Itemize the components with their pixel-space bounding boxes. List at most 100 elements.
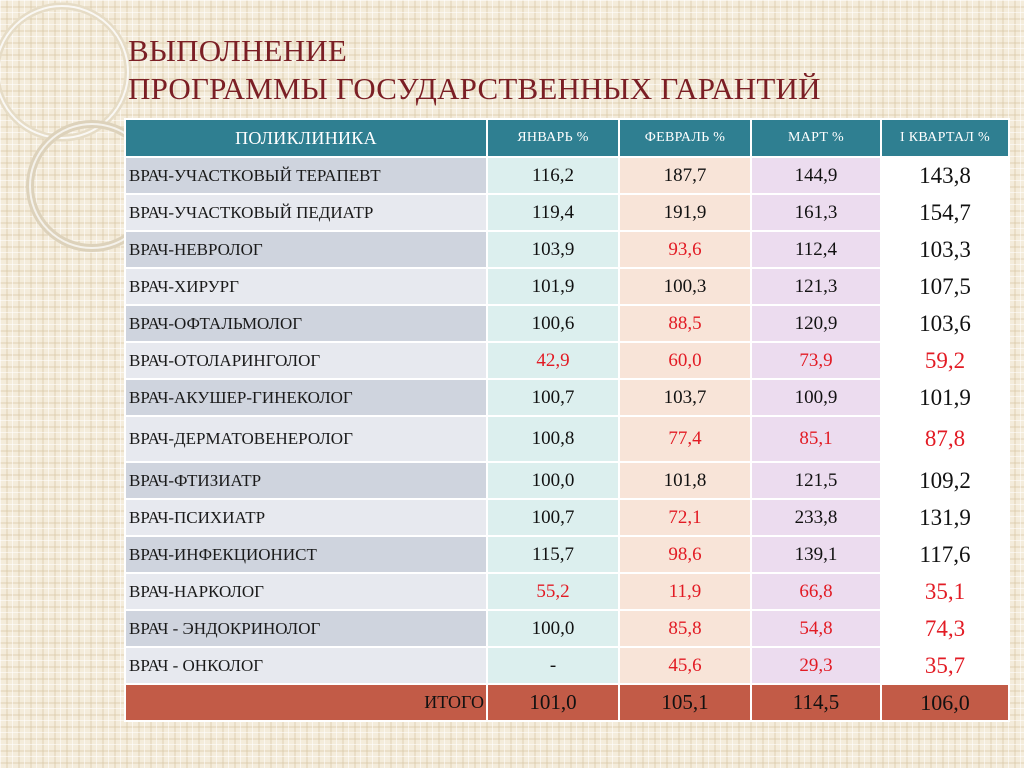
cell-january: 116,2 bbox=[486, 156, 620, 195]
cell-quarter: 35,1 bbox=[880, 572, 1010, 611]
cell-march: 120,9 bbox=[750, 304, 882, 343]
cell-quarter: 35,7 bbox=[880, 646, 1010, 685]
table-row: ВРАЧ-АКУШЕР-ГИНЕКОЛОГ 100,7 103,7 100,9 … bbox=[124, 378, 1010, 417]
cell-march: 100,9 bbox=[750, 378, 882, 417]
slide-title: ВЫПОЛНЕНИЕ ПРОГРАММЫ ГОСУДАРСТВЕННЫХ ГАР… bbox=[128, 32, 821, 108]
table-row: ВРАЧ - ЭНДОКРИНОЛОГ 100,0 85,8 54,8 74,3 bbox=[124, 609, 1010, 648]
cell-quarter: 103,3 bbox=[880, 230, 1010, 269]
cell-march: 112,4 bbox=[750, 230, 882, 269]
cell-february: 187,7 bbox=[618, 156, 752, 195]
header-january: ЯНВАРЬ % bbox=[486, 118, 620, 158]
cell-march: 66,8 bbox=[750, 572, 882, 611]
table-body: ВРАЧ-УЧАСТКОВЫЙ ТЕРАПЕВТ 116,2 187,7 144… bbox=[124, 156, 1010, 722]
cell-quarter: 107,5 bbox=[880, 267, 1010, 306]
row-doctor: ВРАЧ-НАРКОЛОГ bbox=[124, 572, 488, 611]
header-march: МАРТ % bbox=[750, 118, 882, 158]
cell-february: 98,6 bbox=[618, 535, 752, 574]
table-row: ВРАЧ-НЕВРОЛОГ 103,9 93,6 112,4 103,3 bbox=[124, 230, 1010, 269]
cell-february: 60,0 bbox=[618, 341, 752, 380]
row-doctor: ВРАЧ - ОНКОЛОГ bbox=[124, 646, 488, 685]
table-row: ВРАЧ-НАРКОЛОГ 55,2 11,9 66,8 35,1 bbox=[124, 572, 1010, 611]
cell-february: 85,8 bbox=[618, 609, 752, 648]
cell-february: 103,7 bbox=[618, 378, 752, 417]
cell-march: 85,1 bbox=[750, 415, 882, 463]
cell-march: 139,1 bbox=[750, 535, 882, 574]
total-label: ИТОГО bbox=[124, 683, 488, 722]
row-doctor: ВРАЧ-ФТИЗИАТР bbox=[124, 461, 488, 500]
total-quarter: 106,0 bbox=[880, 683, 1010, 722]
cell-march: 161,3 bbox=[750, 193, 882, 232]
header-quarter: I КВАРТАЛ % bbox=[880, 118, 1010, 158]
table-row: ВРАЧ-УЧАСТКОВЫЙ ПЕДИАТР 119,4 191,9 161,… bbox=[124, 193, 1010, 232]
cell-quarter: 87,8 bbox=[880, 415, 1010, 463]
cell-february: 72,1 bbox=[618, 498, 752, 537]
row-doctor: ВРАЧ-ДЕРМАТОВЕНЕРОЛОГ bbox=[124, 415, 488, 463]
cell-quarter: 109,2 bbox=[880, 461, 1010, 500]
slide-title-line-2: ПРОГРАММЫ ГОСУДАРСТВЕННЫХ ГАРАНТИЙ bbox=[128, 71, 821, 106]
table-row: ВРАЧ - ОНКОЛОГ - 45,6 29,3 35,7 bbox=[124, 646, 1010, 685]
table-row: ВРАЧ-ОФТАЛЬМОЛОГ 100,6 88,5 120,9 103,6 bbox=[124, 304, 1010, 343]
cell-february: 101,8 bbox=[618, 461, 752, 500]
row-doctor: ВРАЧ-АКУШЕР-ГИНЕКОЛОГ bbox=[124, 378, 488, 417]
total-february: 105,1 bbox=[618, 683, 752, 722]
table-row: ВРАЧ-ОТОЛАРИНГОЛОГ 42,9 60,0 73,9 59,2 bbox=[124, 341, 1010, 380]
slide-title-line-1: ВЫПОЛНЕНИЕ bbox=[128, 33, 347, 68]
cell-january: 100,7 bbox=[486, 498, 620, 537]
cell-january: 100,7 bbox=[486, 378, 620, 417]
cell-march: 73,9 bbox=[750, 341, 882, 380]
cell-february: 45,6 bbox=[618, 646, 752, 685]
row-doctor: ВРАЧ-ОТОЛАРИНГОЛОГ bbox=[124, 341, 488, 380]
table-row: ВРАЧ-ДЕРМАТОВЕНЕРОЛОГ 100,8 77,4 85,1 87… bbox=[124, 415, 1010, 463]
cell-january: 119,4 bbox=[486, 193, 620, 232]
total-march: 114,5 bbox=[750, 683, 882, 722]
cell-february: 11,9 bbox=[618, 572, 752, 611]
total-row: ИТОГО 101,0 105,1 114,5 106,0 bbox=[124, 683, 1010, 722]
cell-quarter: 59,2 bbox=[880, 341, 1010, 380]
cell-march: 121,5 bbox=[750, 461, 882, 500]
row-doctor: ВРАЧ-ПСИХИАТР bbox=[124, 498, 488, 537]
cell-january: 100,8 bbox=[486, 415, 620, 463]
table-row: ВРАЧ-ПСИХИАТР 100,7 72,1 233,8 131,9 bbox=[124, 498, 1010, 537]
total-january: 101,0 bbox=[486, 683, 620, 722]
table-row: ВРАЧ-ХИРУРГ 101,9 100,3 121,3 107,5 bbox=[124, 267, 1010, 306]
row-doctor: ВРАЧ-ОФТАЛЬМОЛОГ bbox=[124, 304, 488, 343]
header-clinic: ПОЛИКЛИНИКА bbox=[124, 118, 488, 158]
table-row: ВРАЧ-ФТИЗИАТР 100,0 101,8 121,5 109,2 bbox=[124, 461, 1010, 500]
row-doctor: ВРАЧ-НЕВРОЛОГ bbox=[124, 230, 488, 269]
row-doctor: ВРАЧ-УЧАСТКОВЫЙ ПЕДИАТР bbox=[124, 193, 488, 232]
cell-january: 42,9 bbox=[486, 341, 620, 380]
cell-march: 144,9 bbox=[750, 156, 882, 195]
cell-january: 101,9 bbox=[486, 267, 620, 306]
cell-february: 77,4 bbox=[618, 415, 752, 463]
guarantees-table: ПОЛИКЛИНИКА ЯНВАРЬ % ФЕВРАЛЬ % МАРТ % I … bbox=[124, 118, 1010, 722]
row-doctor: ВРАЧ-ИНФЕКЦИОНИСТ bbox=[124, 535, 488, 574]
cell-january: 100,0 bbox=[486, 461, 620, 500]
row-doctor: ВРАЧ - ЭНДОКРИНОЛОГ bbox=[124, 609, 488, 648]
table-row: ВРАЧ-ИНФЕКЦИОНИСТ 115,7 98,6 139,1 117,6 bbox=[124, 535, 1010, 574]
cell-february: 93,6 bbox=[618, 230, 752, 269]
cell-february: 100,3 bbox=[618, 267, 752, 306]
cell-march: 29,3 bbox=[750, 646, 882, 685]
row-doctor: ВРАЧ-УЧАСТКОВЫЙ ТЕРАПЕВТ bbox=[124, 156, 488, 195]
cell-january: 100,0 bbox=[486, 609, 620, 648]
cell-quarter: 154,7 bbox=[880, 193, 1010, 232]
row-doctor: ВРАЧ-ХИРУРГ bbox=[124, 267, 488, 306]
cell-january: 115,7 bbox=[486, 535, 620, 574]
table-row: ВРАЧ-УЧАСТКОВЫЙ ТЕРАПЕВТ 116,2 187,7 144… bbox=[124, 156, 1010, 195]
cell-quarter: 117,6 bbox=[880, 535, 1010, 574]
cell-january: 55,2 bbox=[486, 572, 620, 611]
cell-january: - bbox=[486, 646, 620, 685]
cell-quarter: 131,9 bbox=[880, 498, 1010, 537]
cell-february: 88,5 bbox=[618, 304, 752, 343]
cell-february: 191,9 bbox=[618, 193, 752, 232]
cell-quarter: 103,6 bbox=[880, 304, 1010, 343]
header-february: ФЕВРАЛЬ % bbox=[618, 118, 752, 158]
cell-march: 54,8 bbox=[750, 609, 882, 648]
header-row: ПОЛИКЛИНИКА ЯНВАРЬ % ФЕВРАЛЬ % МАРТ % I … bbox=[124, 118, 1010, 158]
cell-march: 121,3 bbox=[750, 267, 882, 306]
cell-march: 233,8 bbox=[750, 498, 882, 537]
decorative-rings bbox=[0, 2, 140, 252]
cell-january: 100,6 bbox=[486, 304, 620, 343]
cell-quarter: 101,9 bbox=[880, 378, 1010, 417]
cell-quarter: 143,8 bbox=[880, 156, 1010, 195]
